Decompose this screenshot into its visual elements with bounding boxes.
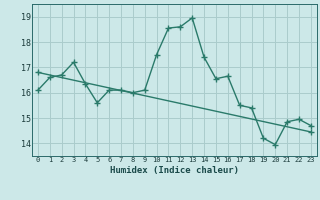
X-axis label: Humidex (Indice chaleur): Humidex (Indice chaleur) bbox=[110, 166, 239, 175]
